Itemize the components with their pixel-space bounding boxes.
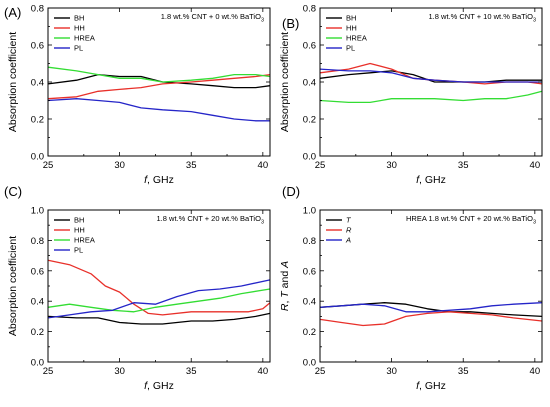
y-tick-label: 0.8 bbox=[31, 4, 44, 15]
legend-label-pl: PL bbox=[346, 44, 355, 53]
x-axis-label: f, GHz bbox=[416, 380, 446, 392]
legend-label-bh: BH bbox=[74, 14, 84, 23]
x-tick-label: 25 bbox=[43, 160, 54, 171]
panel-label: (D) bbox=[282, 184, 300, 199]
y-tick-label: 0.2 bbox=[303, 327, 316, 338]
legend-label-a: A bbox=[345, 236, 351, 245]
x-tick-label: 40 bbox=[258, 160, 269, 171]
x-tick-label: 35 bbox=[186, 366, 197, 377]
x-tick-label: 25 bbox=[43, 366, 54, 377]
y-tick-label: 0.0 bbox=[303, 358, 316, 369]
y-tick-label: 0.0 bbox=[31, 358, 44, 369]
y-tick-label: 1.0 bbox=[31, 206, 44, 217]
plot-frame bbox=[319, 209, 543, 363]
chart-panel-3: (D) 25 30 35 40 0.0 0.2 0.4 0.6 0.8 1.0 f, GHz R, T … bbox=[279, 184, 543, 392]
legend-label-pl: PL bbox=[74, 246, 83, 255]
series-line-bh bbox=[47, 312, 271, 325]
y-tick-label: 0.6 bbox=[31, 266, 44, 277]
series-line-hh bbox=[47, 73, 271, 100]
y-tick-label: 0.2 bbox=[303, 115, 316, 126]
x-tick-label: 35 bbox=[186, 160, 197, 171]
chart-panel-0: (A) 25 30 35 40 0.0 0.2 0.4 0.6 0.8 f, GHz Absorpti… bbox=[4, 4, 271, 186]
series-line-hrea bbox=[319, 90, 543, 104]
legend-label-hrea: HREA bbox=[74, 34, 95, 43]
y-tick-label: 0.4 bbox=[303, 78, 316, 89]
panel-annotation: 1.8 wt.% CNT + 10 wt.% BaTiO3 bbox=[429, 12, 536, 24]
chart-panel-1: (B) 25 30 35 40 0.0 0.2 0.4 0.6 0.8 f, GHz Absorpti… bbox=[279, 4, 543, 186]
legend-label-hrea: HREA bbox=[74, 236, 95, 245]
series-line-hh bbox=[47, 259, 271, 316]
y-tick-label: 0.6 bbox=[303, 41, 316, 52]
y-tick-label: 0.8 bbox=[303, 236, 316, 247]
series-line-hrea bbox=[47, 288, 271, 313]
x-tick-label: 25 bbox=[315, 366, 326, 377]
legend-label-pl: PL bbox=[74, 44, 83, 53]
x-axis-label: f, GHz bbox=[416, 174, 446, 186]
series-line-pl bbox=[319, 68, 542, 83]
x-tick-label: 35 bbox=[458, 366, 469, 377]
series-line-bh bbox=[319, 70, 542, 83]
y-tick-label: 0.4 bbox=[31, 297, 44, 308]
y-axis-label: R, T and A bbox=[279, 261, 291, 311]
y-tick-label: 0.0 bbox=[303, 152, 316, 163]
y-tick-label: 0.2 bbox=[31, 327, 44, 338]
legend-label-hh: HH bbox=[74, 226, 85, 235]
y-axis-label: Absorption coefficient bbox=[7, 32, 19, 132]
y-tick-label: 0.0 bbox=[31, 152, 44, 163]
legend-label-hh: HH bbox=[74, 24, 85, 33]
panel-label: (B) bbox=[282, 16, 299, 31]
legend-label-bh: BH bbox=[74, 216, 84, 225]
y-tick-label: 0.8 bbox=[31, 236, 44, 247]
y-tick-label: 0.2 bbox=[31, 115, 44, 126]
x-tick-label: 40 bbox=[530, 366, 541, 377]
x-axis-label: f, GHz bbox=[144, 174, 174, 186]
y-tick-label: 0.8 bbox=[303, 4, 316, 15]
x-tick-label: 30 bbox=[386, 366, 397, 377]
legend-label-hrea: HREA bbox=[346, 34, 367, 43]
y-tick-label: 0.4 bbox=[31, 78, 44, 89]
x-tick-label: 40 bbox=[530, 160, 541, 171]
y-tick-label: 0.4 bbox=[303, 297, 316, 308]
y-axis-label: Absorption coefficient bbox=[7, 236, 19, 336]
x-tick-label: 25 bbox=[315, 160, 326, 171]
series-line-pl bbox=[47, 279, 271, 319]
series-line-pl bbox=[47, 98, 270, 122]
x-tick-label: 30 bbox=[114, 366, 125, 377]
legend-label-bh: BH bbox=[346, 14, 356, 23]
chart-panel-2: (C) 25 30 35 40 0.0 0.2 0.4 0.6 0.8 1.0 f, GHz Absor… bbox=[4, 184, 271, 392]
legend-label-hh: HH bbox=[346, 24, 357, 33]
panel-annotation: 1.8 wt.% CNT + 20 wt.% BaTiO3 bbox=[157, 214, 264, 226]
panel-annotation: HREA 1.8 wt.% CNT + 20 wt.% BaTiO3 bbox=[406, 214, 536, 226]
panel-annotation: 1.8 wt.% CNT + 0 wt.% BaTiO3 bbox=[161, 12, 264, 24]
x-axis-label: f, GHz bbox=[144, 380, 174, 392]
x-tick-label: 30 bbox=[114, 160, 125, 171]
panel-label: (A) bbox=[4, 5, 21, 20]
series-line-a bbox=[319, 302, 543, 313]
x-tick-label: 40 bbox=[258, 366, 269, 377]
series-line-r bbox=[319, 311, 543, 327]
panel-label: (C) bbox=[4, 184, 22, 199]
y-tick-label: 0.6 bbox=[303, 266, 316, 277]
x-tick-label: 30 bbox=[386, 160, 397, 171]
legend-label-r: R bbox=[346, 226, 352, 235]
series-line-hrea bbox=[47, 66, 271, 83]
y-axis-label: Absorption coefficient bbox=[279, 32, 291, 132]
y-tick-label: 0.6 bbox=[31, 41, 44, 52]
x-tick-label: 35 bbox=[458, 160, 469, 171]
y-tick-label: 1.0 bbox=[303, 206, 316, 217]
legend-label-t: T bbox=[346, 216, 352, 225]
